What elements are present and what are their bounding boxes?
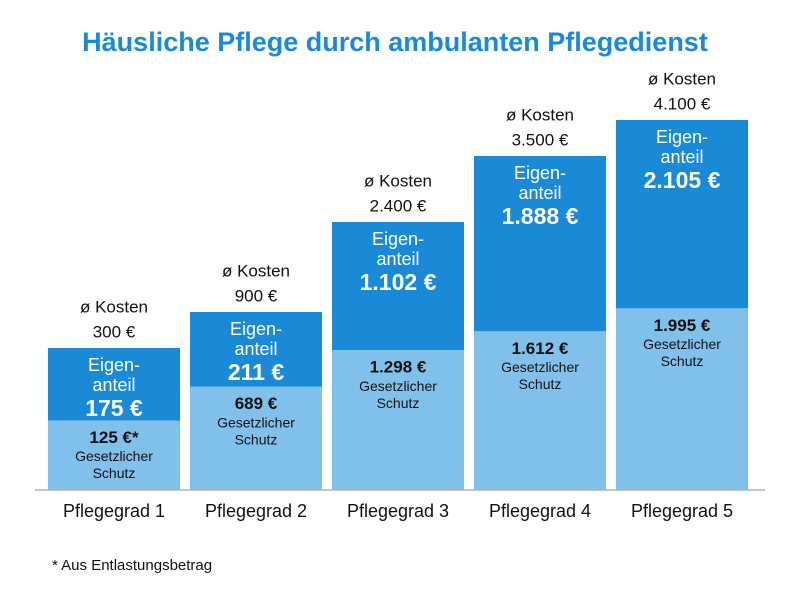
segment-name: Eigen-	[372, 229, 424, 249]
value-label: 211 €	[228, 359, 284, 385]
x-tick-label: Pflegegrad 3	[347, 501, 449, 521]
total-label: 3.500 €	[512, 130, 569, 149]
segment-name: Schutz	[661, 353, 704, 369]
segment-name: anteil	[234, 339, 277, 359]
value-label: 1.102 €	[360, 269, 437, 295]
segment-name: Gesetzlicher	[643, 336, 721, 352]
bar-segment	[616, 120, 748, 309]
chart-title: Häusliche Pflege durch ambulanten Pflege…	[82, 27, 708, 57]
segment-name: Eigen-	[656, 127, 708, 147]
bar-segment	[332, 222, 464, 351]
segment-name: Schutz	[377, 395, 420, 411]
bar-segment	[190, 386, 322, 490]
segment-name: anteil	[660, 147, 703, 167]
total-caption: ø Kosten	[506, 105, 574, 124]
segment-name: Gesetzlicher	[359, 378, 437, 394]
value-label: 1.612 €	[512, 339, 569, 358]
footnote: * Aus Entlastungsbetrag	[52, 557, 212, 574]
bar-segment	[474, 331, 606, 490]
x-tick-label: Pflegegrad 5	[631, 501, 733, 521]
value-label: 1.298 €	[370, 358, 427, 377]
bar-segment	[190, 312, 322, 387]
total-caption: ø Kosten	[80, 297, 148, 316]
segment-name: Gesetzlicher	[75, 448, 153, 464]
total-label: 900 €	[235, 286, 278, 305]
segment-name: Schutz	[519, 376, 562, 392]
x-tick-label: Pflegegrad 1	[63, 501, 165, 521]
segment-name: anteil	[518, 183, 561, 203]
bar-segment	[48, 420, 180, 490]
value-label: 125 €*	[89, 428, 139, 447]
x-tick-label: Pflegegrad 2	[205, 501, 307, 521]
total-caption: ø Kosten	[364, 171, 432, 190]
segment-name: Schutz	[235, 431, 278, 447]
value-label: 689 €	[235, 394, 278, 413]
total-caption: ø Kosten	[648, 69, 716, 88]
bar-segment	[474, 156, 606, 332]
segment-name: Eigen-	[88, 355, 140, 375]
bar-segment	[332, 350, 464, 490]
segment-name: Gesetzlicher	[501, 359, 579, 375]
segment-name: Schutz	[93, 465, 136, 481]
value-label: 2.105 €	[644, 167, 721, 193]
total-label: 4.100 €	[654, 94, 711, 113]
segment-name: Eigen-	[514, 163, 566, 183]
total-label: 2.400 €	[370, 196, 427, 215]
value-label: 175 €	[85, 395, 143, 421]
bar-segment	[616, 308, 748, 490]
segment-name: anteil	[92, 375, 135, 395]
total-label: 300 €	[93, 322, 136, 341]
segment-name: Gesetzlicher	[217, 414, 295, 430]
value-label: 1.888 €	[502, 203, 579, 229]
segment-name: anteil	[376, 249, 419, 269]
bar-segment	[48, 348, 180, 421]
total-caption: ø Kosten	[222, 261, 290, 280]
value-label: 1.995 €	[654, 316, 711, 335]
x-tick-label: Pflegegrad 4	[489, 501, 591, 521]
segment-name: Eigen-	[230, 319, 282, 339]
